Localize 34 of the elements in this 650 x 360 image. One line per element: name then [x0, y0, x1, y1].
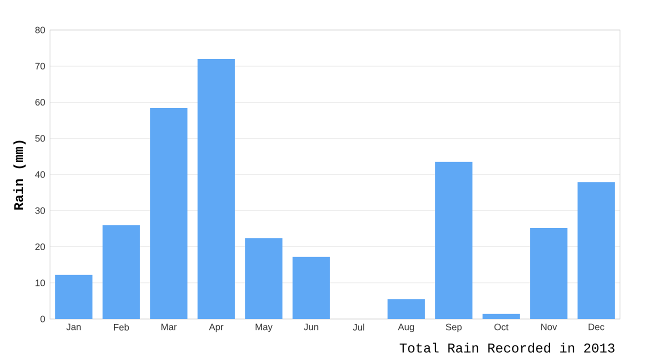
bar [55, 274, 92, 319]
bar [530, 228, 568, 319]
x-tick-label: Jul [352, 324, 364, 331]
x-tick-label: Dec [588, 324, 604, 330]
text: Total Rain Recorded in 2013 [400, 342, 614, 353]
bar [578, 182, 615, 319]
bar [388, 299, 425, 319]
bar [482, 314, 520, 319]
x-tick-label: Nov [541, 324, 557, 330]
y-tick-label: 70 [35, 62, 45, 70]
x-tick-label: Feb [114, 324, 129, 331]
x-tick-label: May [256, 324, 273, 332]
bar [435, 162, 472, 319]
y-tick-label: 10 [36, 280, 45, 286]
x-tick-label: Oct [494, 324, 508, 330]
y-tick-label: 0 [40, 316, 45, 322]
x-tick-label: Jun [304, 324, 318, 330]
bar [102, 225, 140, 319]
bar [245, 238, 282, 319]
y-tick-label: 80 [35, 26, 45, 34]
x-tick-label: Sep [446, 324, 462, 332]
bar [150, 108, 188, 319]
y-tick-label: 20 [35, 243, 45, 250]
y-tick-label: 50 [35, 135, 45, 142]
bar [198, 58, 235, 319]
bar [292, 256, 330, 319]
y-tick-label: 30 [35, 207, 45, 214]
x-tick-label: Aug [398, 324, 414, 332]
x-tick-label: Apr [209, 324, 224, 332]
y-tick-label: 60 [35, 98, 45, 106]
x-tick-label: Jan [66, 324, 81, 330]
x-tick-label: Mar [161, 324, 177, 330]
y-tick-label: 40 [35, 171, 45, 178]
y-axis-title: Rain (mm) [13, 140, 26, 210]
